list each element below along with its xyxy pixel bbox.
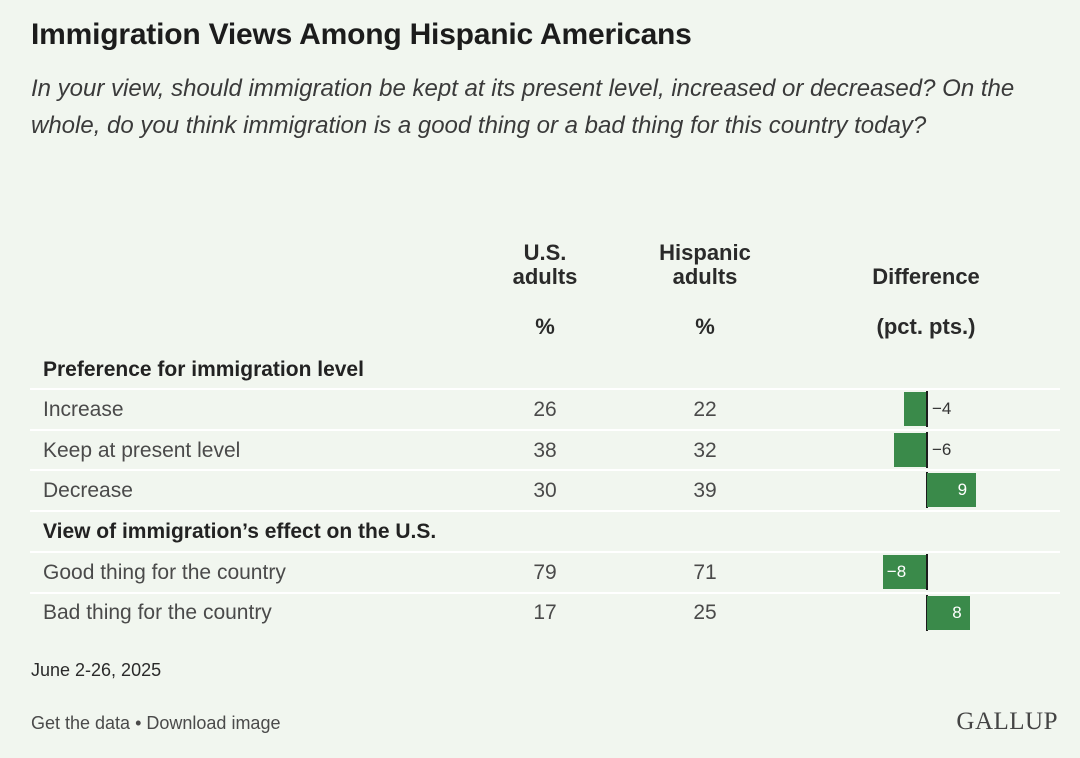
col-header-hispanic-line1: Hispanic	[659, 240, 751, 265]
col-header-us-line1: U.S.	[523, 240, 567, 265]
footer-separator: •	[130, 713, 147, 733]
row-label-good-thing: Good thing for the country	[43, 561, 286, 584]
col-unit-difference: (pct. pts.)	[876, 314, 976, 339]
diff-bar-good-thing	[882, 555, 926, 589]
col-header-hispanic-line2: adults	[672, 264, 738, 289]
diff-bar-decrease	[927, 473, 976, 507]
diff-axis-tick-good-thing	[926, 554, 928, 590]
chart-subtitle: In your view, should immigration be kept…	[31, 75, 1015, 139]
col-header-us: U.S. adults	[485, 241, 605, 289]
row-label-decrease: Decrease	[43, 479, 133, 502]
section-label-immigration-level: Preference for immigration level	[43, 358, 364, 381]
hispanic-value-increase: 22	[693, 398, 717, 421]
us-value-bad-thing: 17	[533, 601, 557, 624]
us-value-good-thing: 79	[533, 561, 557, 584]
footer-links: Get the data • Download image	[31, 713, 280, 734]
col-header-hispanic: Hispanic adults	[635, 241, 775, 289]
diff-bar-bad-thing	[927, 596, 971, 630]
hispanic-value-good-thing: 71	[693, 561, 717, 584]
row-label-bad-thing: Bad thing for the country	[43, 601, 272, 624]
hispanic-value-bad-thing: 25	[693, 601, 717, 624]
diff-label-increase: −4	[932, 399, 952, 418]
row-label-increase: Increase	[43, 398, 124, 421]
diff-label-good-thing: −8	[886, 562, 907, 581]
diff-axis-tick-keep-present	[926, 432, 928, 468]
row-divider	[30, 429, 1060, 431]
row-divider	[30, 510, 1060, 512]
diff-axis-tick-increase	[926, 391, 928, 427]
chart-title: Immigration Views Among Hispanic America…	[31, 18, 692, 51]
col-header-difference: Difference	[872, 264, 980, 289]
section-label-immigration-effect: View of immigration’s effect on the U.S.	[43, 520, 437, 543]
diff-label-keep-present: −6	[932, 440, 952, 459]
row-divider	[30, 469, 1060, 471]
row-label-keep-present: Keep at present level	[43, 439, 241, 462]
us-value-increase: 26	[533, 398, 557, 421]
hispanic-value-keep-present: 32	[693, 439, 717, 462]
gallup-logo: GALLUP	[956, 708, 1058, 735]
us-value-decrease: 30	[533, 479, 557, 502]
hispanic-value-decrease: 39	[693, 479, 717, 502]
survey-date: June 2-26, 2025	[31, 660, 162, 680]
us-value-keep-present: 38	[533, 439, 557, 462]
get-data-link[interactable]: Get the data	[31, 713, 131, 733]
diff-bar-keep-present	[893, 433, 926, 467]
diff-bar-increase	[904, 392, 926, 426]
diff-label-bad-thing: 8	[952, 603, 962, 622]
col-unit-hispanic: %	[695, 314, 715, 339]
row-divider	[30, 592, 1060, 594]
row-divider	[30, 388, 1060, 390]
row-divider	[30, 551, 1060, 553]
download-image-link[interactable]: Download image	[146, 713, 281, 733]
diff-label-decrease: 9	[957, 480, 968, 499]
col-header-us-line2: adults	[512, 264, 578, 289]
col-unit-us: %	[535, 314, 555, 339]
